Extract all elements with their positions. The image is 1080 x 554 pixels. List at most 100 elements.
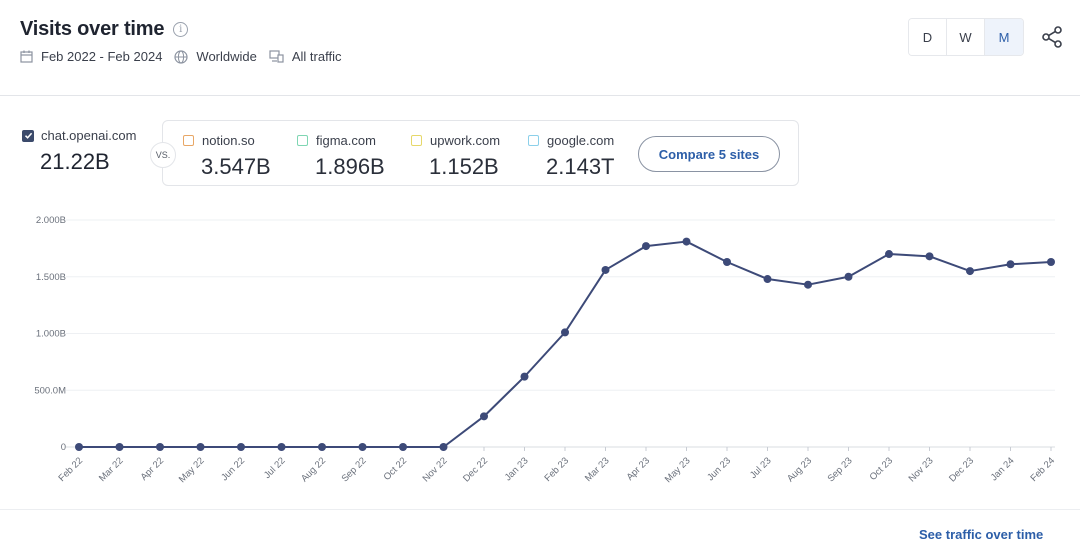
data-point [763,275,772,284]
data-point [115,443,124,451]
x-tick-label: Sep 23 [826,455,855,484]
period-day-button[interactable]: D [909,19,947,55]
compare-site-google[interactable]: google.com 2.143T [528,133,615,180]
title-row: Visits over time i [20,18,189,41]
x-tick-label: Feb 24 [1028,455,1057,484]
x-tick-label: Dec 22 [461,455,490,484]
data-point [75,443,83,451]
calendar-icon [20,50,33,63]
x-tick-label: Jan 23 [503,455,531,483]
data-point [237,443,245,451]
info-icon[interactable]: i [173,22,189,37]
period-week-button[interactable]: W [947,19,985,55]
data-point [804,280,812,289]
checkbox-unchecked-icon[interactable] [411,135,422,146]
globe-icon [174,49,189,64]
data-point [642,242,650,251]
compare-site-row: notion.so [183,133,271,148]
x-tick-label: Jun 23 [705,455,733,483]
compare-site-row: upwork.com [411,133,500,148]
data-point [399,443,407,451]
header-divider [0,95,1080,96]
checkbox-unchecked-icon[interactable] [297,135,308,146]
x-tick-label: Sep 22 [340,455,369,484]
chart-title: Visits over time [20,18,165,40]
y-tick-label: 0 [61,442,66,453]
devices-icon [269,50,284,63]
data-point [520,372,529,381]
primary-site: chat.openai.com 21.22B [22,128,136,175]
x-tick-label: Feb 22 [56,455,85,484]
chart-header: Visits over time i Feb 2022 - Feb 2024 W… [0,0,1080,96]
compare-site-figma[interactable]: figma.com 1.896B [297,133,385,180]
data-point [358,443,367,451]
footer-divider [0,509,1080,510]
region-filter[interactable]: Worldwide [174,49,257,64]
data-point [277,443,286,451]
x-tick-label: Jan 24 [989,455,1017,483]
series-line [79,240,1052,448]
date-range-filter[interactable]: Feb 2022 - Feb 2024 [20,49,162,64]
share-icon[interactable] [1040,25,1064,49]
x-tick-label: Dec 23 [947,455,976,484]
data-point [885,250,893,259]
checkbox-checked-icon[interactable] [22,129,34,142]
compare-site-notion[interactable]: notion.so 3.547B [183,133,271,180]
data-point [723,257,731,266]
vs-badge: VS. [150,142,176,168]
x-tick-label: Apr 22 [139,455,167,483]
compare-site-name: google.com [547,133,615,148]
data-point [925,252,934,261]
period-toggle: D W M [908,18,1024,56]
see-traffic-link[interactable]: See traffic over time [919,527,1044,542]
primary-site-name: chat.openai.com [41,128,137,143]
x-tick-label: Jun 22 [219,455,247,483]
checkbox-unchecked-icon[interactable] [183,135,194,146]
data-point [682,237,691,246]
x-tick-label: Oct 23 [868,455,896,483]
compare-site-value: 1.152B [429,154,499,179]
data-point [196,443,205,451]
data-point [561,328,569,337]
date-range-label: Feb 2022 - Feb 2024 [41,49,163,64]
data-point [601,265,610,274]
checkbox-unchecked-icon[interactable] [528,135,539,146]
primary-site-row[interactable]: chat.openai.com [22,128,136,143]
compare-sites-button[interactable]: Compare 5 sites [638,136,780,172]
y-tick-label: 1.000B [36,329,66,340]
compare-site-row: figma.com [297,133,385,148]
compare-site-value: 2.143T [546,154,615,179]
compare-site-name: figma.com [316,133,376,148]
region-label: Worldwide [196,49,257,64]
data-point [966,267,974,276]
visits-line-chart: 0 500.0M 1.000B 1.500B 2.000B Feb 22 Mar 22 Apr… [34,215,1057,485]
period-month-button[interactable]: M [985,19,1023,55]
x-tick-label: May 23 [663,455,693,485]
compare-site-row: google.com [528,133,615,148]
x-tick-label: Aug 23 [785,455,814,484]
data-point [318,443,326,451]
x-tick-label: Nov 22 [421,455,450,484]
data-point [1006,260,1015,269]
meta-row: Feb 2022 - Feb 2024 Worldwide All traffi… [20,49,353,64]
y-tick-label: 2.000B [36,215,66,226]
x-tick-label: Oct 22 [382,455,410,483]
traffic-filter[interactable]: All traffic [269,49,342,64]
traffic-label: All traffic [291,49,342,64]
data-point [439,443,448,451]
compare-site-value: 3.547B [201,154,271,179]
x-tick-label: Jul 23 [748,455,774,481]
x-tick-label: Mar 22 [97,455,126,484]
compare-site-name: upwork.com [430,133,501,148]
x-tick-label: May 22 [177,455,207,485]
data-point [1047,257,1055,266]
x-tick-label: Nov 23 [907,455,936,484]
compare-site-name: notion.so [202,133,255,148]
x-tick-label: Feb 23 [542,455,571,484]
compare-site-upwork[interactable]: upwork.com 1.152B [411,133,500,180]
compare-site-value: 1.896B [315,154,385,179]
primary-site-value: 21.22B [40,149,110,174]
y-tick-label: 500.0M [34,385,66,396]
data-point [480,412,488,421]
x-tick-label: Jul 22 [262,455,288,481]
